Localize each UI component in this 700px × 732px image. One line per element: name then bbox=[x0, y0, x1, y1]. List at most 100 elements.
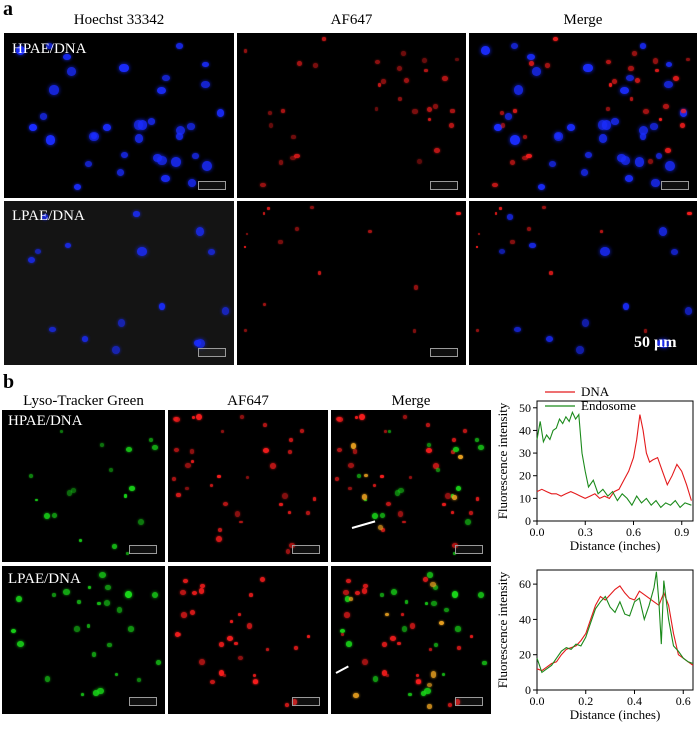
cell-dot bbox=[441, 76, 448, 82]
cell-dot bbox=[482, 660, 487, 666]
cell-dot bbox=[436, 467, 441, 472]
cell-dot bbox=[408, 692, 412, 697]
cell-dot bbox=[402, 520, 406, 524]
cell-dot bbox=[611, 118, 619, 125]
scale-bar bbox=[198, 348, 226, 357]
cell-dot bbox=[191, 590, 198, 596]
cell-dot bbox=[189, 449, 195, 454]
cell-dot bbox=[506, 214, 513, 220]
cell-dot bbox=[259, 577, 265, 583]
cell-dot bbox=[512, 108, 518, 113]
cell-dot bbox=[116, 169, 125, 176]
scale-bar bbox=[455, 697, 483, 706]
micrograph-a-lpae-hoechst bbox=[4, 201, 234, 365]
panel-a-column-title-hoechst: Hoechst 33342 bbox=[73, 12, 165, 28]
cell-dot bbox=[584, 151, 592, 159]
cell-dot bbox=[428, 648, 433, 652]
series-line-1 bbox=[536, 571, 694, 674]
cell-dot bbox=[344, 612, 351, 618]
cell-dot bbox=[426, 443, 432, 448]
cell-dot bbox=[253, 673, 257, 677]
cell-dot bbox=[70, 488, 77, 494]
x-tick-label: 0.4 bbox=[627, 694, 642, 708]
cell-dot bbox=[680, 122, 686, 129]
cell-dot bbox=[426, 422, 431, 427]
cell-dot bbox=[109, 467, 114, 472]
cell-dot bbox=[599, 229, 604, 233]
cell-dot bbox=[267, 207, 270, 210]
panel-b-letter: b bbox=[3, 371, 15, 393]
cell-dot bbox=[159, 303, 166, 310]
micrograph-a-hpae-hoechst bbox=[4, 33, 234, 198]
cell-dot bbox=[126, 447, 133, 452]
cell-dot bbox=[345, 640, 353, 647]
cell-dot bbox=[404, 600, 409, 604]
cell-dot bbox=[455, 486, 462, 492]
cell-dot bbox=[374, 106, 379, 111]
x-tick-label: 0.3 bbox=[578, 525, 593, 539]
cell-dot bbox=[285, 548, 291, 554]
y-tick-label: 60 bbox=[519, 577, 531, 591]
cell-dot bbox=[138, 518, 145, 526]
cell-dot bbox=[119, 63, 129, 73]
cell-dot bbox=[125, 591, 132, 598]
cell-dot bbox=[397, 65, 403, 72]
cell-dot bbox=[481, 46, 491, 55]
cell-dot bbox=[628, 65, 634, 72]
cell-dot bbox=[526, 226, 531, 232]
x-tick-label: 0.0 bbox=[530, 694, 545, 708]
cell-dot bbox=[377, 83, 381, 87]
cell-dot bbox=[363, 583, 368, 589]
cell-dot bbox=[17, 640, 24, 647]
panel-a-row-label-hpae: HPAE/DNA bbox=[12, 41, 87, 57]
cell-dot bbox=[86, 624, 90, 628]
cell-dot bbox=[201, 81, 210, 89]
cell-dot bbox=[469, 634, 474, 638]
cell-dot bbox=[402, 414, 408, 419]
legend-label: DNA bbox=[581, 384, 610, 399]
cell-dot bbox=[620, 87, 630, 95]
cell-dot bbox=[340, 633, 344, 637]
cell-dot bbox=[659, 338, 669, 348]
x-tick-label: 0.6 bbox=[676, 694, 691, 708]
cell-dot bbox=[454, 57, 459, 61]
cell-dot bbox=[208, 248, 216, 256]
cell-dot bbox=[43, 512, 50, 520]
cell-dot bbox=[426, 572, 433, 578]
cell-dot bbox=[499, 248, 506, 254]
cell-dot bbox=[624, 174, 634, 182]
cell-dot bbox=[494, 212, 497, 215]
cell-dot bbox=[382, 669, 388, 676]
cell-dot bbox=[665, 147, 672, 154]
y-tick-label: 20 bbox=[519, 648, 531, 662]
cell-dot bbox=[252, 679, 259, 685]
x-tick-label: 0.2 bbox=[578, 694, 593, 708]
cell-dot bbox=[174, 417, 181, 423]
cell-dot bbox=[671, 248, 679, 256]
cell-dot bbox=[432, 103, 438, 109]
cell-dot bbox=[239, 520, 243, 524]
cell-dot bbox=[64, 242, 72, 249]
cell-dot bbox=[345, 578, 351, 584]
micrograph-b-lpae-af647 bbox=[168, 566, 328, 714]
x-axis-label: Distance (inches) bbox=[570, 538, 661, 553]
legend-label: Endosome bbox=[581, 398, 636, 413]
cell-dot bbox=[439, 620, 444, 625]
cell-dot bbox=[629, 97, 634, 102]
cell-dot bbox=[41, 214, 49, 220]
cell-dot bbox=[513, 326, 521, 333]
cell-dot bbox=[608, 83, 613, 87]
cell-dot bbox=[263, 422, 268, 427]
cell-dot bbox=[243, 49, 248, 54]
cell-dot bbox=[387, 430, 391, 434]
cell-dot bbox=[529, 242, 536, 249]
cell-dot bbox=[147, 118, 156, 125]
cell-dot bbox=[244, 329, 248, 333]
cell-dot bbox=[262, 302, 267, 307]
cell-dot bbox=[229, 620, 233, 624]
panel-a-column-title-af647: AF647 bbox=[330, 12, 373, 28]
cell-dot bbox=[350, 443, 357, 450]
cell-dot bbox=[450, 109, 455, 113]
cell-dot bbox=[152, 444, 158, 450]
cell-dot bbox=[81, 335, 89, 342]
